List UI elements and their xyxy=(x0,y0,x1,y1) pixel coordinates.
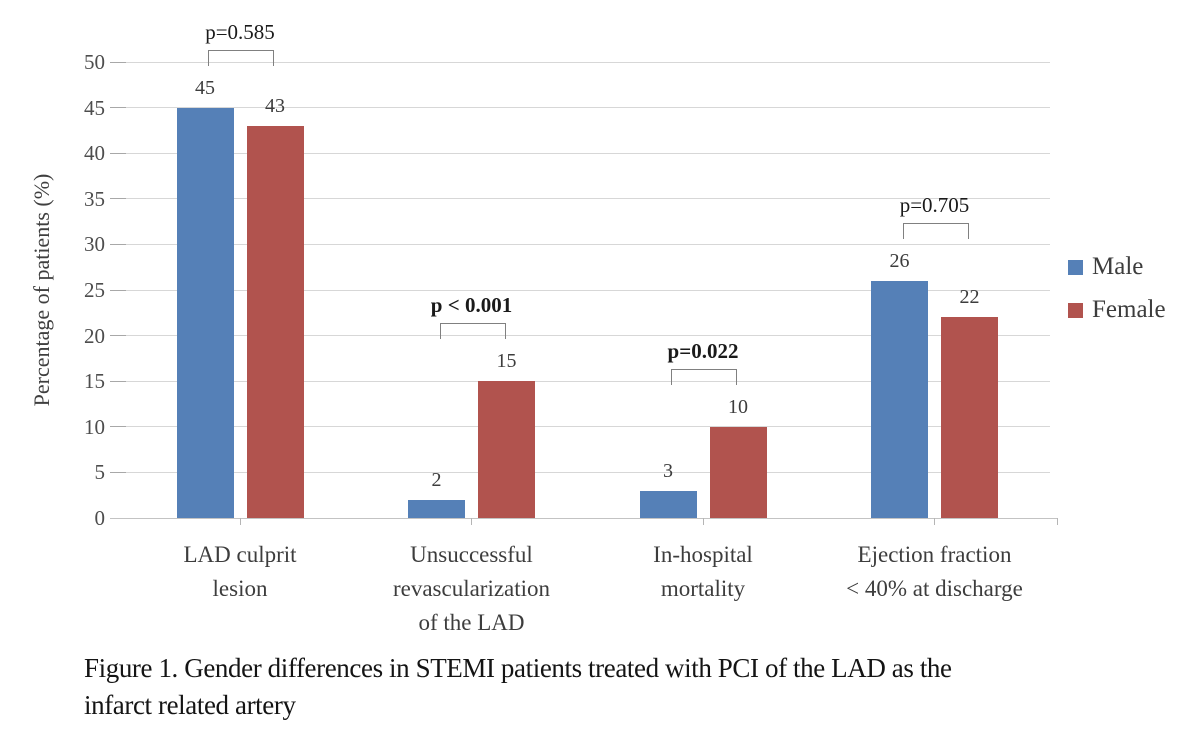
figure-caption: Figure 1. Gender differences in STEMI pa… xyxy=(84,650,1084,724)
x-axis-tick xyxy=(1057,518,1058,525)
bar-female xyxy=(941,317,998,518)
bar-male xyxy=(639,490,697,518)
y-tick-label: 25 xyxy=(84,278,105,302)
y-axis-tick xyxy=(110,289,126,291)
gridline xyxy=(126,198,1050,200)
significance-bracket xyxy=(208,49,274,66)
bar-male xyxy=(176,107,234,518)
value-label: 2 xyxy=(431,468,442,491)
legend-item-female: Female xyxy=(1068,295,1166,325)
significance-bracket xyxy=(671,368,737,385)
legend-swatch-male xyxy=(1068,259,1083,275)
value-label: 3 xyxy=(663,459,673,482)
p-value-label: p=0.585 xyxy=(205,19,275,44)
y-axis-tick xyxy=(110,380,126,382)
y-axis-title: Percentage of patients (%) xyxy=(29,173,54,407)
value-label: 43 xyxy=(265,94,285,117)
y-axis-tick xyxy=(110,243,126,245)
bar-female xyxy=(246,125,304,518)
y-axis-tick xyxy=(110,426,126,428)
figure-caption-line1: Figure 1. Gender differences in STEMI pa… xyxy=(84,653,952,683)
x-axis-tick xyxy=(471,518,472,525)
y-tick-label: 15 xyxy=(84,369,105,394)
y-axis-tick xyxy=(110,198,126,200)
y-tick-label: 5 xyxy=(94,460,106,485)
significance-bracket xyxy=(439,323,506,340)
gridline xyxy=(126,107,1050,109)
gridline xyxy=(126,426,1050,428)
y-axis-tick xyxy=(110,152,126,154)
p-value-label: p=0.705 xyxy=(899,192,970,217)
gridline xyxy=(126,471,1050,473)
y-axis-tick xyxy=(110,61,126,63)
gridline xyxy=(126,289,1050,291)
y-tick-label: 35 xyxy=(84,186,105,211)
chart-legend: Male Female xyxy=(1068,252,1166,338)
y-tick-label: 45 xyxy=(84,95,105,120)
category-label: LAD culprit lesion xyxy=(183,542,297,601)
y-tick-label: 40 xyxy=(84,141,105,166)
y-tick-label: 20 xyxy=(84,323,105,348)
significance-bracket xyxy=(902,222,969,239)
value-label: 15 xyxy=(496,350,517,373)
value-label: 10 xyxy=(728,395,748,418)
bar-chart-plot-area: Percentage of patients (%) 0 5 10 15 20 25 30 3… xyxy=(29,19,1058,635)
category-label: Ejection fraction < 40% at discharge xyxy=(846,542,1023,601)
y-tick-label: 50 xyxy=(84,50,105,74)
x-axis-tick xyxy=(239,518,241,525)
y-tick-label: 30 xyxy=(84,232,105,257)
p-value-label: p < 0.001 xyxy=(430,293,513,318)
legend-label-male: Male xyxy=(1092,253,1144,280)
y-tick-label: 10 xyxy=(84,414,105,439)
gridline xyxy=(126,380,1050,382)
value-label: 26 xyxy=(889,249,910,272)
y-axis-tick xyxy=(110,471,126,473)
bar-female xyxy=(478,381,535,518)
legend-item-male: Male xyxy=(1068,252,1166,282)
bar-male xyxy=(871,280,928,518)
x-axis-tick xyxy=(934,518,935,525)
bar-male xyxy=(408,499,465,518)
gridline xyxy=(126,243,1050,245)
figure-caption-line2: infarct related artery xyxy=(84,690,296,720)
gridline xyxy=(126,61,1050,63)
value-label: 45 xyxy=(195,76,215,99)
x-axis-tick xyxy=(702,518,704,525)
legend-label-female: Female xyxy=(1092,296,1166,323)
bar-female xyxy=(709,426,767,518)
y-axis-tick xyxy=(110,335,126,337)
p-value-label: p=0.022 xyxy=(667,338,739,363)
y-tick-label: 0 xyxy=(94,506,106,530)
category-label: Unsuccessful revascularization of the LA… xyxy=(392,542,551,635)
gridline xyxy=(126,152,1050,154)
x-axis-line xyxy=(110,517,1058,519)
value-label: 22 xyxy=(959,286,980,309)
gridline xyxy=(126,335,1050,337)
y-axis-tick xyxy=(110,107,126,109)
category-label: In-hospital mortality xyxy=(653,542,753,601)
legend-swatch-female xyxy=(1068,302,1083,318)
